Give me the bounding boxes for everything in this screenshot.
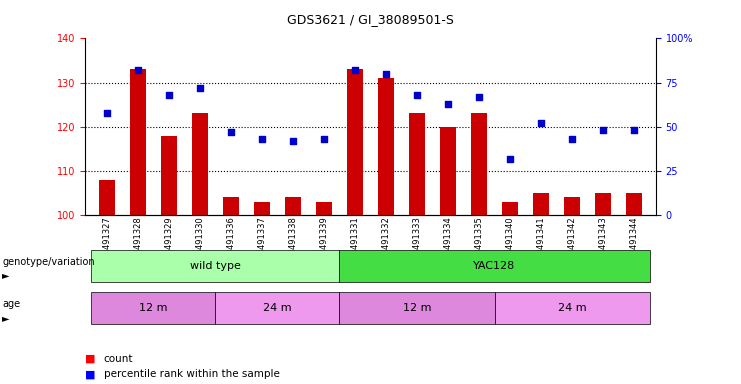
Bar bbox=[192, 114, 207, 215]
Text: genotype/variation: genotype/variation bbox=[2, 257, 95, 267]
Text: ►: ► bbox=[2, 313, 10, 323]
Bar bbox=[471, 114, 487, 215]
Bar bbox=[565, 197, 579, 215]
Text: age: age bbox=[2, 299, 20, 310]
Bar bbox=[316, 202, 332, 215]
Text: percentile rank within the sample: percentile rank within the sample bbox=[104, 369, 279, 379]
Text: ►: ► bbox=[2, 270, 10, 281]
Bar bbox=[285, 197, 301, 215]
Text: 24 m: 24 m bbox=[263, 303, 292, 313]
Point bbox=[163, 92, 175, 98]
Text: GDS3621 / GI_38089501-S: GDS3621 / GI_38089501-S bbox=[287, 13, 454, 26]
Text: YAC128: YAC128 bbox=[473, 261, 516, 271]
Bar bbox=[130, 69, 146, 215]
Text: 12 m: 12 m bbox=[403, 303, 431, 313]
Point bbox=[535, 120, 547, 126]
Bar bbox=[348, 69, 363, 215]
Bar bbox=[378, 78, 393, 215]
Point bbox=[349, 67, 361, 73]
Bar bbox=[162, 136, 176, 215]
Bar bbox=[440, 127, 456, 215]
Bar bbox=[626, 193, 642, 215]
Bar bbox=[534, 193, 549, 215]
Point bbox=[318, 136, 330, 142]
Point bbox=[411, 92, 423, 98]
Point bbox=[256, 136, 268, 142]
Bar bbox=[254, 202, 270, 215]
Point bbox=[473, 94, 485, 100]
Bar bbox=[595, 193, 611, 215]
Point bbox=[287, 138, 299, 144]
Point bbox=[225, 129, 237, 135]
Point bbox=[597, 127, 609, 133]
Text: 12 m: 12 m bbox=[139, 303, 167, 313]
Point bbox=[132, 67, 144, 73]
Point bbox=[101, 109, 113, 116]
Point bbox=[380, 71, 392, 77]
Bar bbox=[99, 180, 115, 215]
Text: 24 m: 24 m bbox=[558, 303, 586, 313]
Point bbox=[628, 127, 640, 133]
Bar bbox=[409, 114, 425, 215]
Text: ■: ■ bbox=[85, 369, 96, 379]
Bar bbox=[223, 197, 239, 215]
Bar bbox=[502, 202, 518, 215]
Text: count: count bbox=[104, 354, 133, 364]
Point bbox=[194, 85, 206, 91]
Point bbox=[504, 156, 516, 162]
Point bbox=[566, 136, 578, 142]
Point bbox=[442, 101, 454, 107]
Text: wild type: wild type bbox=[190, 261, 241, 271]
Text: ■: ■ bbox=[85, 354, 96, 364]
